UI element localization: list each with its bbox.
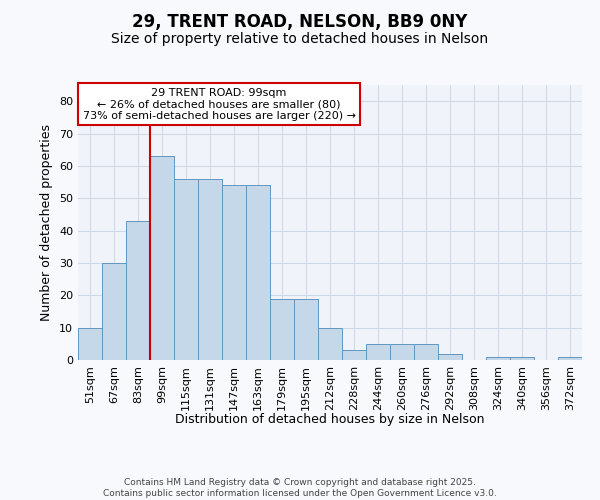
Bar [198, 179, 222, 360]
Bar [270, 298, 294, 360]
Text: 29, TRENT ROAD, NELSON, BB9 0NY: 29, TRENT ROAD, NELSON, BB9 0NY [133, 12, 467, 30]
X-axis label: Distribution of detached houses by size in Nelson: Distribution of detached houses by size … [175, 413, 485, 426]
Bar [318, 328, 342, 360]
Bar [390, 344, 414, 360]
Bar [294, 298, 318, 360]
Bar [342, 350, 366, 360]
Bar [486, 357, 510, 360]
Bar [438, 354, 462, 360]
Bar [510, 357, 534, 360]
Bar [222, 186, 246, 360]
Text: Size of property relative to detached houses in Nelson: Size of property relative to detached ho… [112, 32, 488, 46]
Text: 29 TRENT ROAD: 99sqm
← 26% of detached houses are smaller (80)
73% of semi-detac: 29 TRENT ROAD: 99sqm ← 26% of detached h… [83, 88, 356, 121]
Bar [126, 221, 150, 360]
Y-axis label: Number of detached properties: Number of detached properties [40, 124, 53, 321]
Text: Contains HM Land Registry data © Crown copyright and database right 2025.
Contai: Contains HM Land Registry data © Crown c… [103, 478, 497, 498]
Bar [246, 186, 270, 360]
Bar [102, 263, 126, 360]
Bar [558, 357, 582, 360]
Bar [78, 328, 102, 360]
Bar [414, 344, 438, 360]
Bar [366, 344, 390, 360]
Bar [150, 156, 174, 360]
Bar [174, 179, 198, 360]
